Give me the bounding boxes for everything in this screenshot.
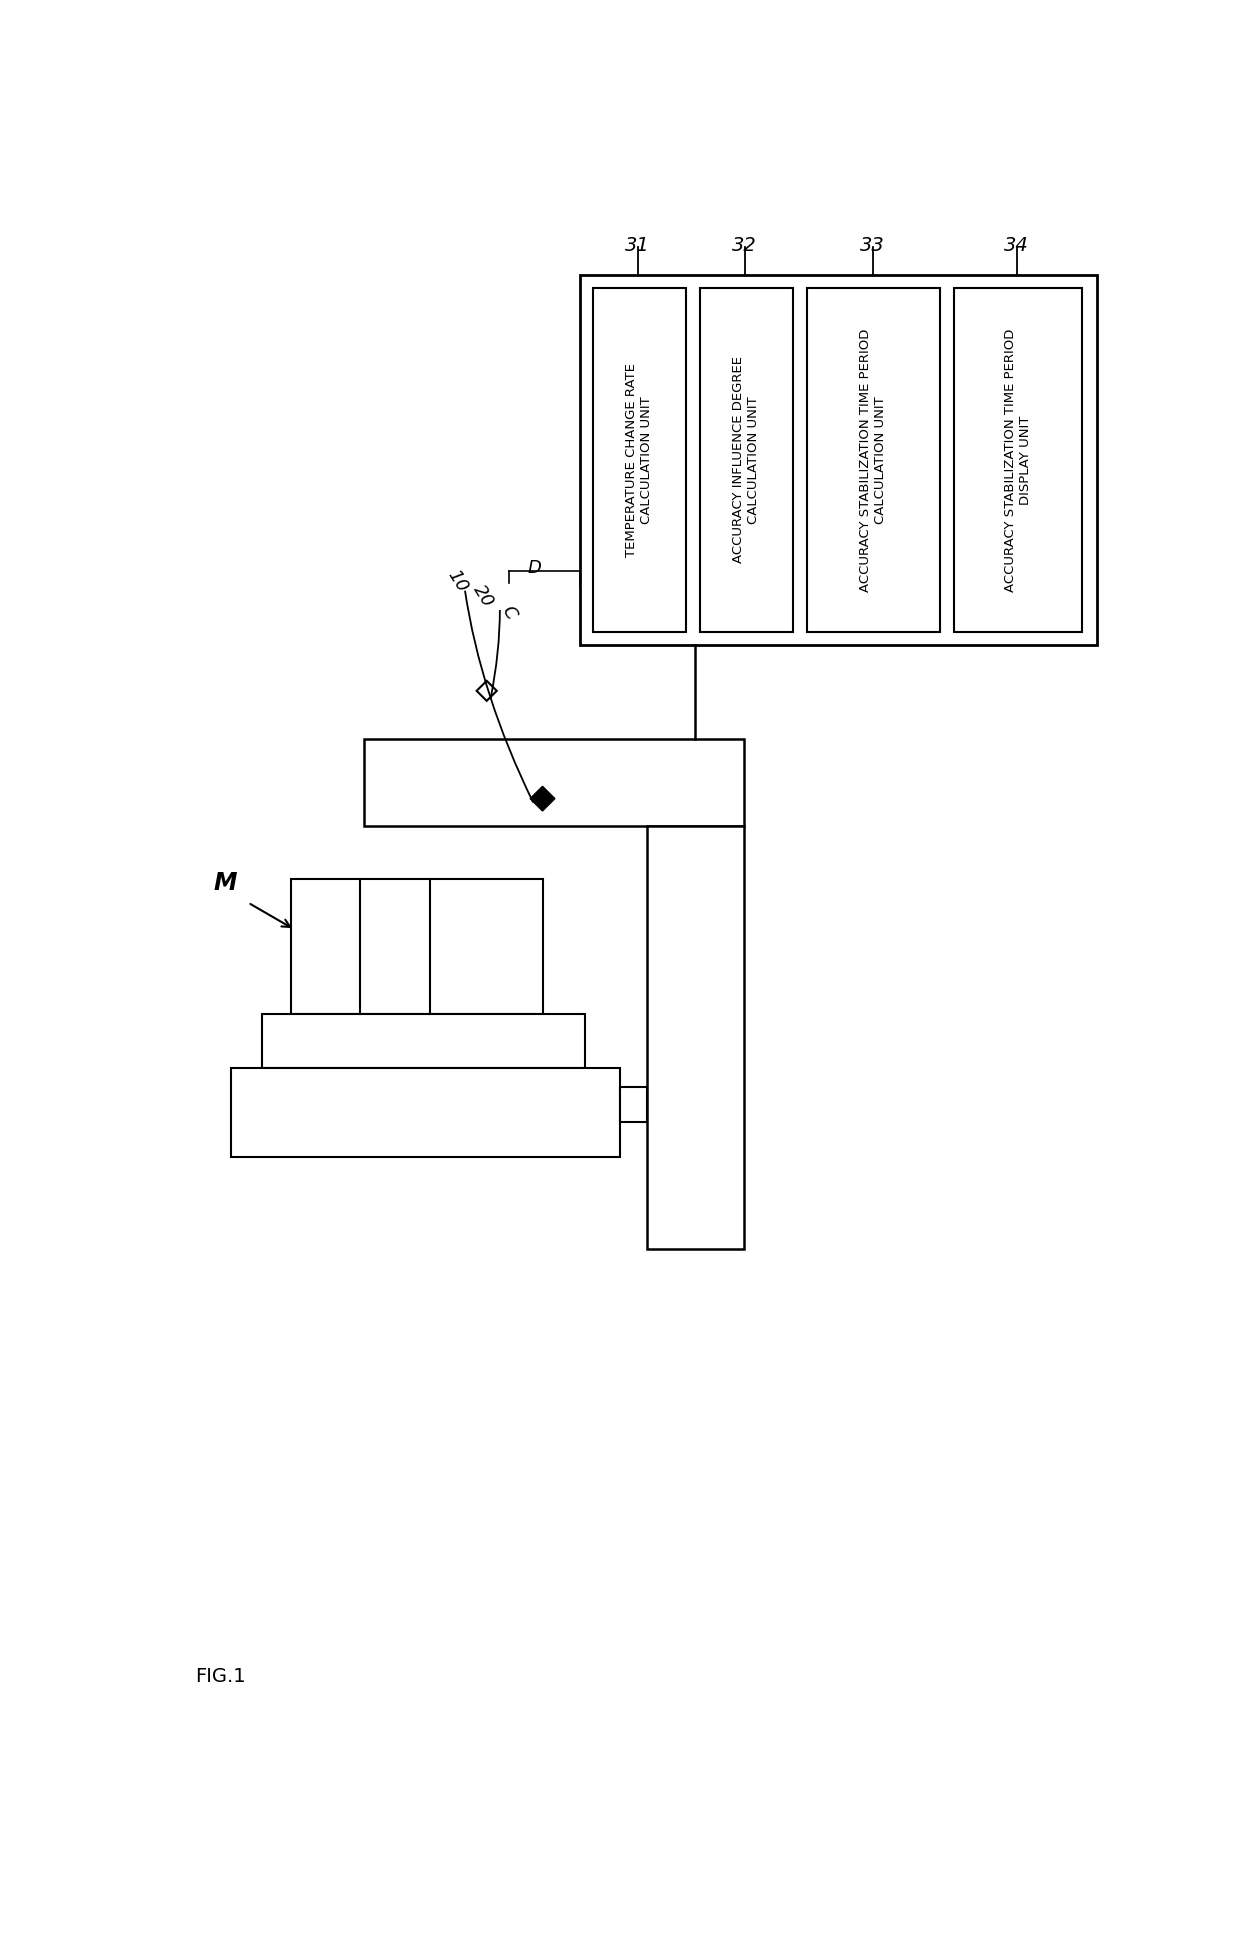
Text: D: D bbox=[528, 558, 542, 576]
Text: 33: 33 bbox=[861, 237, 885, 254]
FancyBboxPatch shape bbox=[954, 289, 1081, 632]
FancyBboxPatch shape bbox=[580, 275, 1096, 644]
FancyBboxPatch shape bbox=[262, 1014, 585, 1068]
Text: 20: 20 bbox=[469, 582, 496, 611]
Text: 34: 34 bbox=[1004, 237, 1029, 254]
FancyBboxPatch shape bbox=[647, 826, 744, 1249]
Text: 31: 31 bbox=[625, 237, 650, 254]
Text: 32: 32 bbox=[733, 237, 758, 254]
FancyBboxPatch shape bbox=[290, 880, 543, 1014]
Polygon shape bbox=[476, 681, 497, 700]
Text: ACCURACY INFLUENCE DEGREE
CALCULATION UNIT: ACCURACY INFLUENCE DEGREE CALCULATION UN… bbox=[733, 357, 760, 564]
Polygon shape bbox=[531, 787, 556, 811]
FancyBboxPatch shape bbox=[593, 289, 686, 632]
FancyBboxPatch shape bbox=[231, 1068, 620, 1158]
Text: FIG.1: FIG.1 bbox=[196, 1668, 246, 1685]
FancyBboxPatch shape bbox=[699, 289, 792, 632]
Text: M: M bbox=[213, 871, 237, 896]
FancyBboxPatch shape bbox=[365, 739, 744, 826]
Text: 10: 10 bbox=[444, 566, 471, 595]
FancyBboxPatch shape bbox=[620, 1088, 647, 1123]
Text: TEMPERATURE CHANGE RATE
CALCULATION UNIT: TEMPERATURE CHANGE RATE CALCULATION UNIT bbox=[625, 363, 653, 556]
Text: ACCURACY STABILIZATION TIME PERIOD
DISPLAY UNIT: ACCURACY STABILIZATION TIME PERIOD DISPL… bbox=[1004, 328, 1032, 591]
Text: C: C bbox=[498, 603, 520, 622]
FancyBboxPatch shape bbox=[807, 289, 940, 632]
Text: ACCURACY STABILIZATION TIME PERIOD
CALCULATION UNIT: ACCURACY STABILIZATION TIME PERIOD CALCU… bbox=[859, 328, 888, 591]
